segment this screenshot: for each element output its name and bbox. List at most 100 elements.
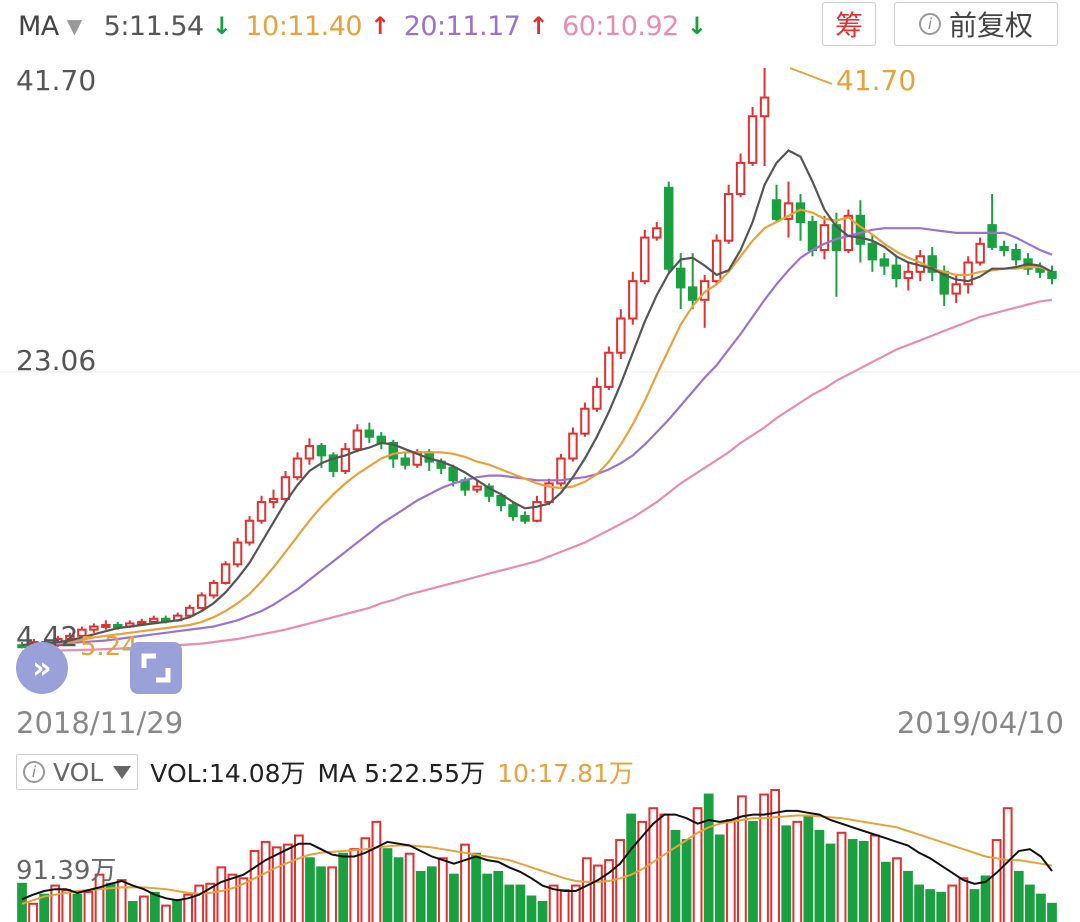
volume-bar — [1013, 870, 1024, 922]
candle-body — [161, 617, 171, 622]
volume-bar — [138, 895, 149, 922]
date-axis-start: 2018/11/29 — [16, 706, 184, 740]
candle-body — [1035, 267, 1045, 273]
candle-body — [532, 501, 542, 522]
candle-body — [137, 620, 147, 625]
volume-bar — [349, 848, 360, 922]
candle-body — [628, 280, 638, 320]
candle-body — [640, 236, 650, 283]
candle-body — [879, 258, 890, 267]
ma10-up-arrow-icon: ↑ — [370, 12, 390, 40]
volume-bar — [504, 884, 515, 922]
volume-bar — [327, 866, 337, 922]
candle-body — [747, 115, 758, 164]
volume-bar — [260, 840, 271, 922]
price-adjust-label: 前复权 — [948, 9, 1033, 42]
volume_ma5-line — [21, 809, 1053, 902]
candle-body — [448, 466, 458, 482]
candle-body — [652, 227, 662, 239]
volume-ma-lines-layer — [21, 809, 1053, 905]
candle-body — [664, 186, 674, 270]
volume-bar — [1047, 902, 1057, 922]
candle-body — [352, 429, 363, 451]
candle-body — [364, 429, 375, 438]
volume-bar — [681, 839, 692, 922]
volume-bar — [781, 825, 792, 922]
peak-annotation-label: 41.70 — [836, 64, 917, 97]
ma5-down-arrow-icon: ↓ — [211, 12, 232, 40]
info-icon: i — [23, 761, 45, 783]
volume-bar — [338, 852, 349, 922]
candle-body — [795, 202, 806, 224]
candle-body — [1011, 249, 1021, 261]
volume-value: VOL:14.08万 — [150, 759, 306, 788]
price-adjust-button[interactable]: i 前复权 — [894, 2, 1058, 46]
volume-bar — [161, 904, 171, 922]
candle-body — [987, 224, 997, 248]
volume-bar — [991, 839, 1002, 922]
fullscreen-button[interactable] — [130, 642, 182, 694]
volume-bar — [316, 866, 326, 922]
candle-body — [316, 445, 327, 457]
volume-bar — [282, 843, 293, 922]
expand-left-button[interactable]: » — [16, 642, 68, 694]
volume-bar — [471, 852, 481, 922]
peak-annotation-leader — [789, 67, 833, 85]
volume-bar — [737, 795, 747, 922]
volume-bar — [28, 902, 38, 922]
volume-bar — [515, 884, 526, 922]
candle-body — [149, 617, 159, 623]
volume-bar — [83, 890, 94, 922]
ma60-down-arrow-icon: ↓ — [686, 12, 707, 40]
price-axis-max: 41.70 — [16, 64, 97, 97]
volume-axis-label: 91.39万 — [16, 856, 117, 886]
volume-bar — [925, 889, 936, 922]
volume-bar — [825, 843, 836, 922]
volume-bar — [205, 882, 216, 922]
candle-body — [268, 497, 279, 504]
volume-bar — [61, 889, 72, 922]
ma60-value: 60:10.92 — [562, 10, 679, 42]
candle-body — [616, 317, 626, 354]
fullscreen-icon — [141, 653, 171, 683]
volume-bar — [748, 820, 758, 922]
volume-bar — [703, 793, 714, 922]
volume-bar — [692, 807, 703, 922]
chip-distribution-button[interactable]: 筹 — [822, 2, 876, 46]
ma20-value: 20:11.17 — [403, 10, 521, 42]
candle-body — [1047, 270, 1057, 280]
ma-indicator-label[interactable]: MA — [18, 10, 59, 42]
volume-indicator-selector[interactable]: i VOL — [16, 754, 139, 790]
candle-body — [951, 283, 961, 295]
volume-bar — [559, 889, 570, 922]
date-axis-end: 2019/04/10 — [896, 706, 1064, 740]
volume-bar — [548, 884, 559, 922]
info-icon: i — [918, 13, 941, 35]
volume-bar — [227, 873, 238, 922]
volume-bar — [604, 859, 614, 922]
volume-bar — [980, 875, 991, 922]
ma10-value: 10:11.40 — [245, 10, 363, 42]
volume-bar — [593, 864, 603, 922]
volume-bar — [969, 889, 980, 922]
volume-bar — [836, 831, 847, 922]
candle-body — [676, 267, 686, 289]
candle-body — [783, 202, 794, 220]
volume-bars-layer — [17, 789, 1057, 922]
ma5-line — [21, 149, 1053, 647]
volume_ma10-line — [21, 814, 1053, 905]
ma5-value: 5:11.54 — [103, 10, 205, 42]
volume-bar — [803, 816, 814, 922]
volume-bar — [714, 834, 725, 922]
candle-body — [735, 161, 746, 196]
volume-bar — [305, 857, 315, 922]
volume-bar — [294, 834, 304, 922]
volume-bar — [415, 870, 426, 922]
volume-bar — [770, 789, 780, 922]
candle-body — [520, 515, 530, 522]
candle-body — [220, 563, 231, 584]
volume-bar — [150, 891, 160, 922]
ma-dropdown-icon[interactable]: ▼ — [66, 14, 82, 38]
volume-indicator-label: VOL — [53, 757, 104, 787]
